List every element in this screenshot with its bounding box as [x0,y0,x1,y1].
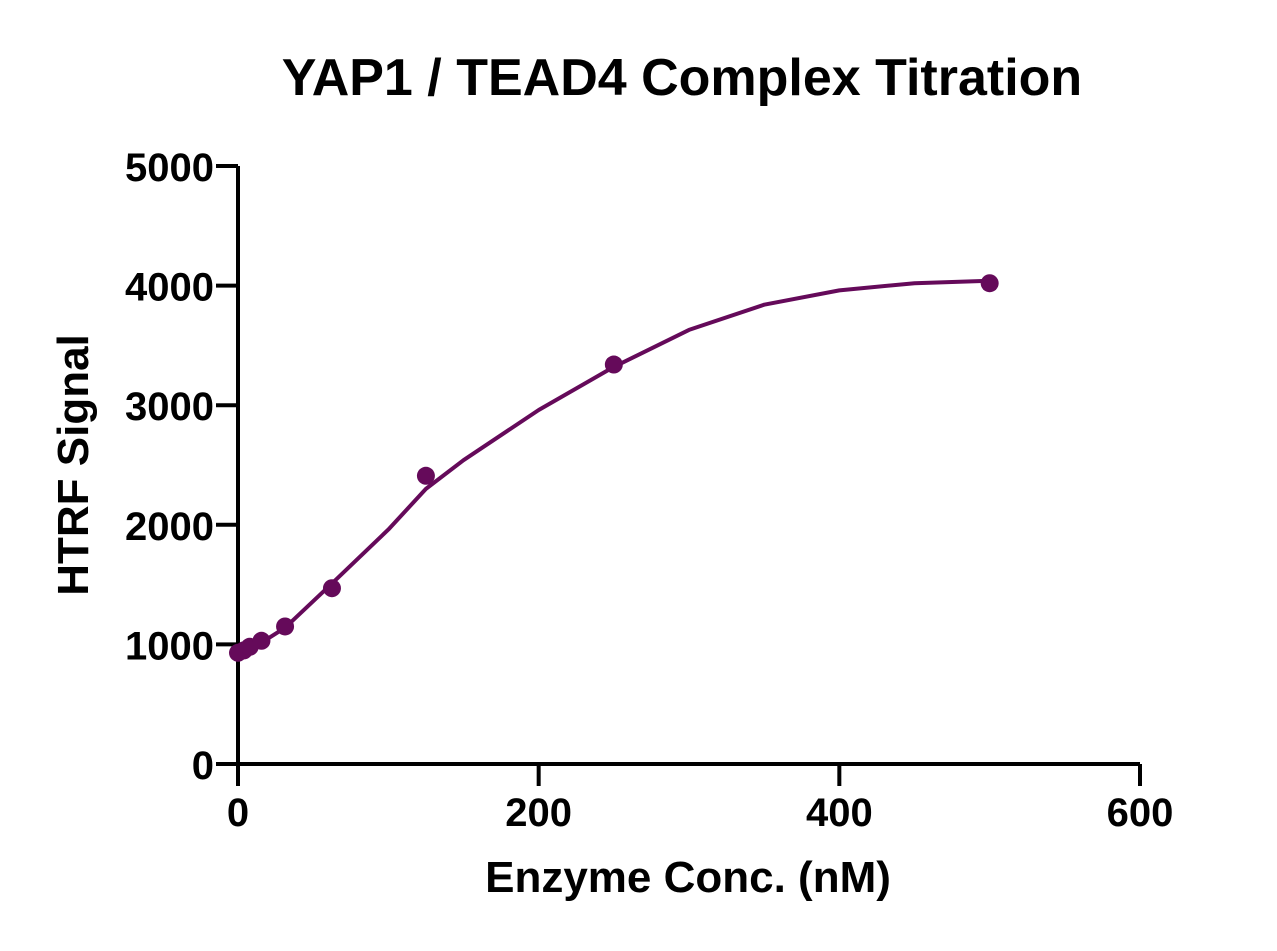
fit-curve-group [236,278,990,661]
x-tick-label: 200 [505,791,572,835]
x-axis-label: Enzyme Conc. (nM) [485,853,891,902]
fit-curve [236,278,990,661]
y-axis-label: HTRF Signal [49,334,98,596]
data-point [416,466,435,485]
chart-title: YAP1 / TEAD4 Complex Titration [282,49,1082,107]
y-tick-label: 2000 [125,505,214,549]
y-tick-label: 4000 [125,266,214,310]
y-tick-label: 3000 [125,385,214,429]
data-point [322,579,341,598]
data-point [252,631,271,650]
data-point [276,617,295,636]
x-tick-label: 600 [1107,791,1174,835]
data-points [229,274,999,662]
x-tick-label: 400 [806,791,873,835]
data-point [980,274,999,293]
axes: 0 1000 2000 3000 4000 5000 0 200 400 600 [125,146,1173,835]
y-tick-label: 5000 [125,146,214,190]
y-tick-label: 1000 [125,624,214,668]
x-tick-label: 0 [227,791,249,835]
y-tick-label: 0 [192,744,214,788]
data-point [604,355,623,374]
